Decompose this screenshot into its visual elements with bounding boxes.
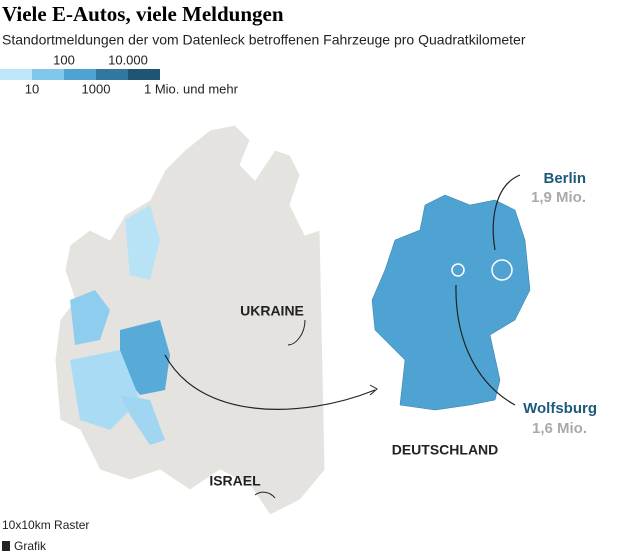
legend-swatch bbox=[96, 69, 128, 80]
legend-swatch bbox=[64, 69, 96, 80]
legend-label: 1000 bbox=[82, 81, 111, 96]
legend-label: 10 bbox=[25, 81, 39, 96]
label-israel: ISRAEL bbox=[209, 473, 261, 489]
legend-swatch bbox=[128, 69, 160, 80]
germany-small bbox=[120, 320, 170, 395]
callout-value: 1,6 Mio. bbox=[532, 420, 587, 437]
legend-label: 10.000 bbox=[108, 52, 148, 67]
label-ukraine: UKRAINE bbox=[240, 303, 304, 319]
wolfsburg-marker bbox=[451, 263, 465, 277]
logo bbox=[2, 541, 10, 551]
footer-source: Grafik bbox=[14, 539, 47, 553]
italy bbox=[120, 395, 165, 445]
ukraine-arrow bbox=[287, 319, 306, 346]
subtitle: Standortmeldungen der vom Datenleck betr… bbox=[2, 32, 526, 48]
legend-label: 1 Mio. und mehr bbox=[144, 81, 239, 96]
france bbox=[70, 350, 140, 430]
callout-name: Wolfsburg bbox=[523, 400, 597, 417]
israel-arrow bbox=[254, 491, 276, 499]
scandinavia bbox=[125, 205, 160, 280]
berlin-marker bbox=[491, 259, 513, 281]
legend: 10 100 1000 10.000 1 Mio. und mehr bbox=[0, 52, 239, 96]
germany-map bbox=[371, 194, 531, 411]
footer-note: 10x10km Raster bbox=[2, 518, 89, 532]
legend-label: 100 bbox=[53, 52, 75, 67]
berlin-arrow bbox=[492, 174, 521, 251]
uk bbox=[70, 290, 110, 345]
legend-swatch bbox=[0, 69, 32, 80]
title: Viele E-Autos, viele Meldungen bbox=[2, 2, 284, 26]
wolfsburg-arrow bbox=[455, 284, 516, 406]
callout-name: Berlin bbox=[543, 170, 586, 187]
callout-value: 1,9 Mio. bbox=[531, 189, 586, 206]
legend-swatch bbox=[32, 69, 64, 80]
arrow-head bbox=[369, 384, 378, 396]
arrow bbox=[164, 354, 376, 410]
label-germany: DEUTSCHLAND bbox=[392, 442, 499, 458]
